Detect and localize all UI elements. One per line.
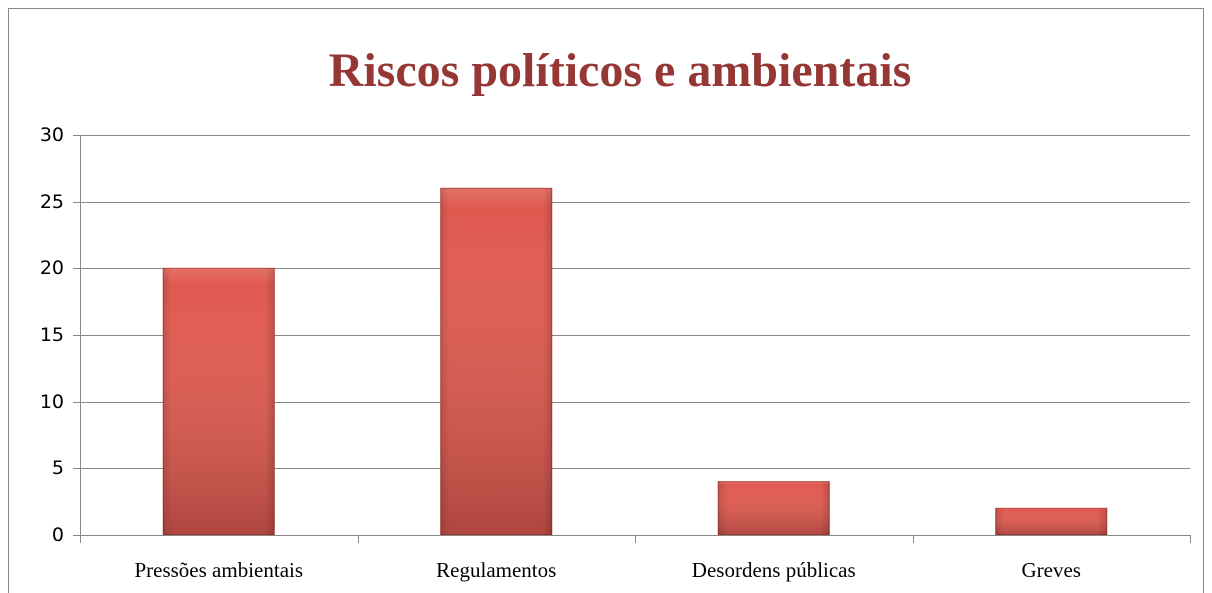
chart-frame xyxy=(8,8,1204,593)
y-tick-label: 10 xyxy=(40,391,64,413)
x-tick-label: Greves xyxy=(1022,558,1081,582)
x-tick-label: Regulamentos xyxy=(436,558,556,582)
y-tick-label: 0 xyxy=(52,524,64,546)
y-tick-label: 5 xyxy=(52,457,64,479)
y-tick-label: 15 xyxy=(40,324,64,346)
bar-shade xyxy=(995,508,1107,535)
y-tick-label: 20 xyxy=(40,257,64,279)
x-tick-label: Pressões ambientais xyxy=(134,558,303,582)
chart-title: Riscos políticos e ambientais xyxy=(329,44,912,97)
bar-shade xyxy=(440,188,552,536)
y-tick-label: 30 xyxy=(40,124,64,146)
y-tick-label: 25 xyxy=(40,191,64,213)
bar-shade xyxy=(718,481,830,535)
x-tick-label: Desordens públicas xyxy=(692,558,856,582)
bar-shade xyxy=(163,268,275,535)
